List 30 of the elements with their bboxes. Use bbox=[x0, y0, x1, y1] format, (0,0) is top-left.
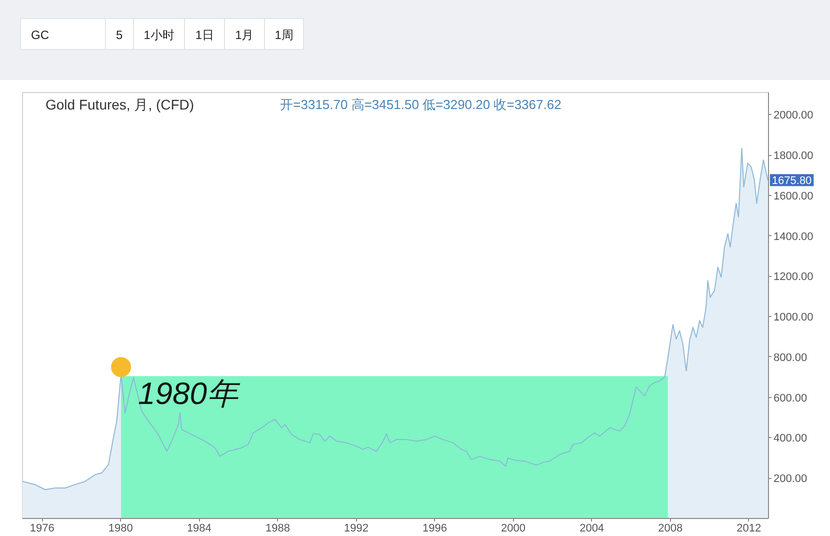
x-tick-label: 1980 bbox=[108, 522, 133, 534]
text: 1小时 bbox=[132, 18, 186, 50]
y-tick-label: 800.00 bbox=[774, 352, 808, 364]
x-tick-label: 2008 bbox=[658, 522, 683, 534]
y-tick-label: 1400.00 bbox=[774, 230, 814, 243]
annotation: 1980年 bbox=[138, 376, 242, 412]
y-tick-label: 200.00 bbox=[774, 473, 808, 486]
x-tick-label: 2004 bbox=[580, 522, 604, 534]
text: GC bbox=[20, 18, 106, 50]
y-tick-label: 1800.00 bbox=[774, 150, 814, 162]
y-tick-label: 1000.00 bbox=[774, 312, 814, 324]
x-tick-label: 2000 bbox=[501, 522, 526, 534]
x-tick-label: 2012 bbox=[736, 522, 762, 534]
x-tick-label: 1996 bbox=[422, 522, 448, 534]
text: 5 bbox=[105, 18, 134, 50]
chart-title: Gold Futures, 月, (CFD) bbox=[46, 96, 194, 112]
text: 1周 bbox=[264, 18, 304, 50]
x-tick-label: 1992 bbox=[344, 522, 368, 534]
x-tick-label: 1976 bbox=[30, 522, 54, 534]
y-tick-label: 600.00 bbox=[774, 392, 808, 404]
y-tick-label: 1600.00 bbox=[774, 190, 814, 202]
y-tick-label: 2000.00 bbox=[774, 110, 814, 122]
annotation: 1675.80 bbox=[772, 175, 812, 188]
x-tick-label: 1988 bbox=[265, 522, 290, 534]
text: 1月 bbox=[224, 18, 265, 50]
chart-subtitle: 开=3315.70 高=3451.50 低=3290.20 收=3367.62 bbox=[280, 97, 562, 112]
text: 1日 bbox=[184, 18, 226, 50]
y-tick-label: 400.00 bbox=[774, 432, 808, 445]
x-tick-label: 1984 bbox=[186, 522, 212, 534]
y-tick-label: 1200.00 bbox=[774, 271, 814, 284]
